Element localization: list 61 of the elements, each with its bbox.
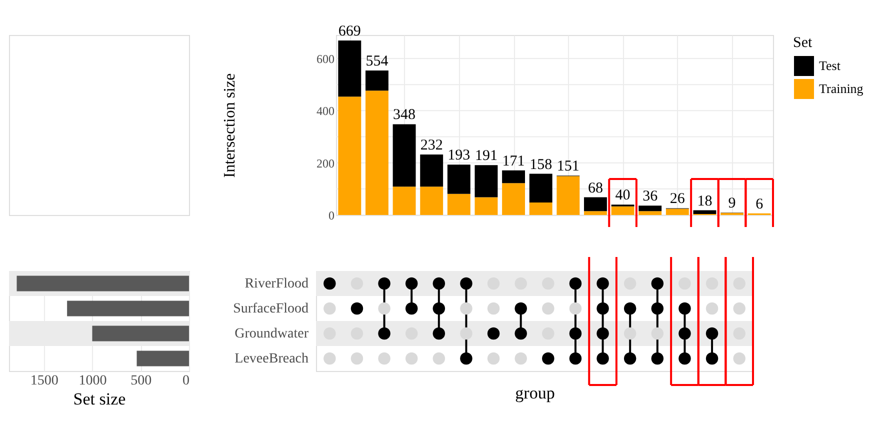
x-tick-label: 500 — [130, 374, 152, 388]
total-label: 68 — [588, 180, 603, 196]
total-label: 36 — [642, 188, 658, 205]
total-label: 151 — [556, 158, 580, 175]
bar — [529, 174, 552, 202]
x-axis-title: group — [515, 384, 555, 402]
y-tick-label: 0 — [328, 208, 334, 222]
bar — [366, 90, 388, 215]
total-label: 158 — [530, 156, 552, 173]
x-axis-title: Set size — [73, 390, 126, 408]
y-tick-label: 200 — [316, 156, 334, 170]
total-label: 18 — [697, 193, 712, 210]
total-label: 191 — [474, 148, 498, 164]
bar — [474, 197, 498, 215]
total-label: 9 — [728, 196, 736, 212]
bar — [67, 300, 189, 316]
bar — [502, 183, 526, 215]
y-axis-title: Intersection size — [222, 73, 238, 178]
legend-label: Training — [819, 81, 864, 96]
bar — [447, 194, 470, 215]
total-label: 554 — [366, 53, 389, 70]
total-label: 6 — [756, 196, 764, 212]
total-label: 193 — [448, 148, 470, 164]
bar — [338, 40, 362, 97]
x-tick-label: 0 — [182, 374, 190, 388]
bar — [92, 326, 189, 342]
total-label: 40 — [615, 188, 630, 204]
y-tick-label: LeveeBreach — [234, 352, 308, 366]
bar — [392, 186, 416, 215]
total-label: 232 — [420, 137, 443, 154]
bar — [638, 206, 662, 212]
bar — [584, 211, 607, 215]
total-label: 26 — [670, 191, 686, 208]
bar — [638, 211, 662, 215]
bar — [338, 96, 362, 215]
y-tick-label: SurfaceFlood — [233, 302, 308, 316]
y-tick-label: 600 — [316, 52, 334, 66]
bar — [392, 124, 416, 187]
bar — [529, 202, 552, 215]
legend-label: Test — [819, 58, 841, 73]
y-tick-label: 400 — [316, 104, 334, 118]
bar — [611, 206, 634, 215]
x-tick-label: 1500 — [30, 374, 58, 388]
bar — [693, 210, 716, 214]
bar — [420, 154, 444, 187]
bar — [420, 186, 444, 215]
y-tick-label: RiverFlood — [244, 276, 308, 292]
bar — [502, 170, 526, 184]
bar — [474, 165, 498, 198]
bar — [447, 164, 470, 194]
bar — [136, 350, 189, 366]
x-tick-label: 1000 — [78, 374, 107, 388]
y-tick-label: Groundwater — [234, 326, 309, 342]
total-label: 171 — [502, 153, 525, 170]
bar — [366, 70, 388, 91]
total-label: 669 — [338, 23, 361, 40]
bar — [666, 208, 689, 215]
total-label: 348 — [393, 107, 416, 124]
legend-title: Set — [793, 35, 813, 51]
bar — [584, 197, 607, 212]
bar — [556, 176, 580, 215]
